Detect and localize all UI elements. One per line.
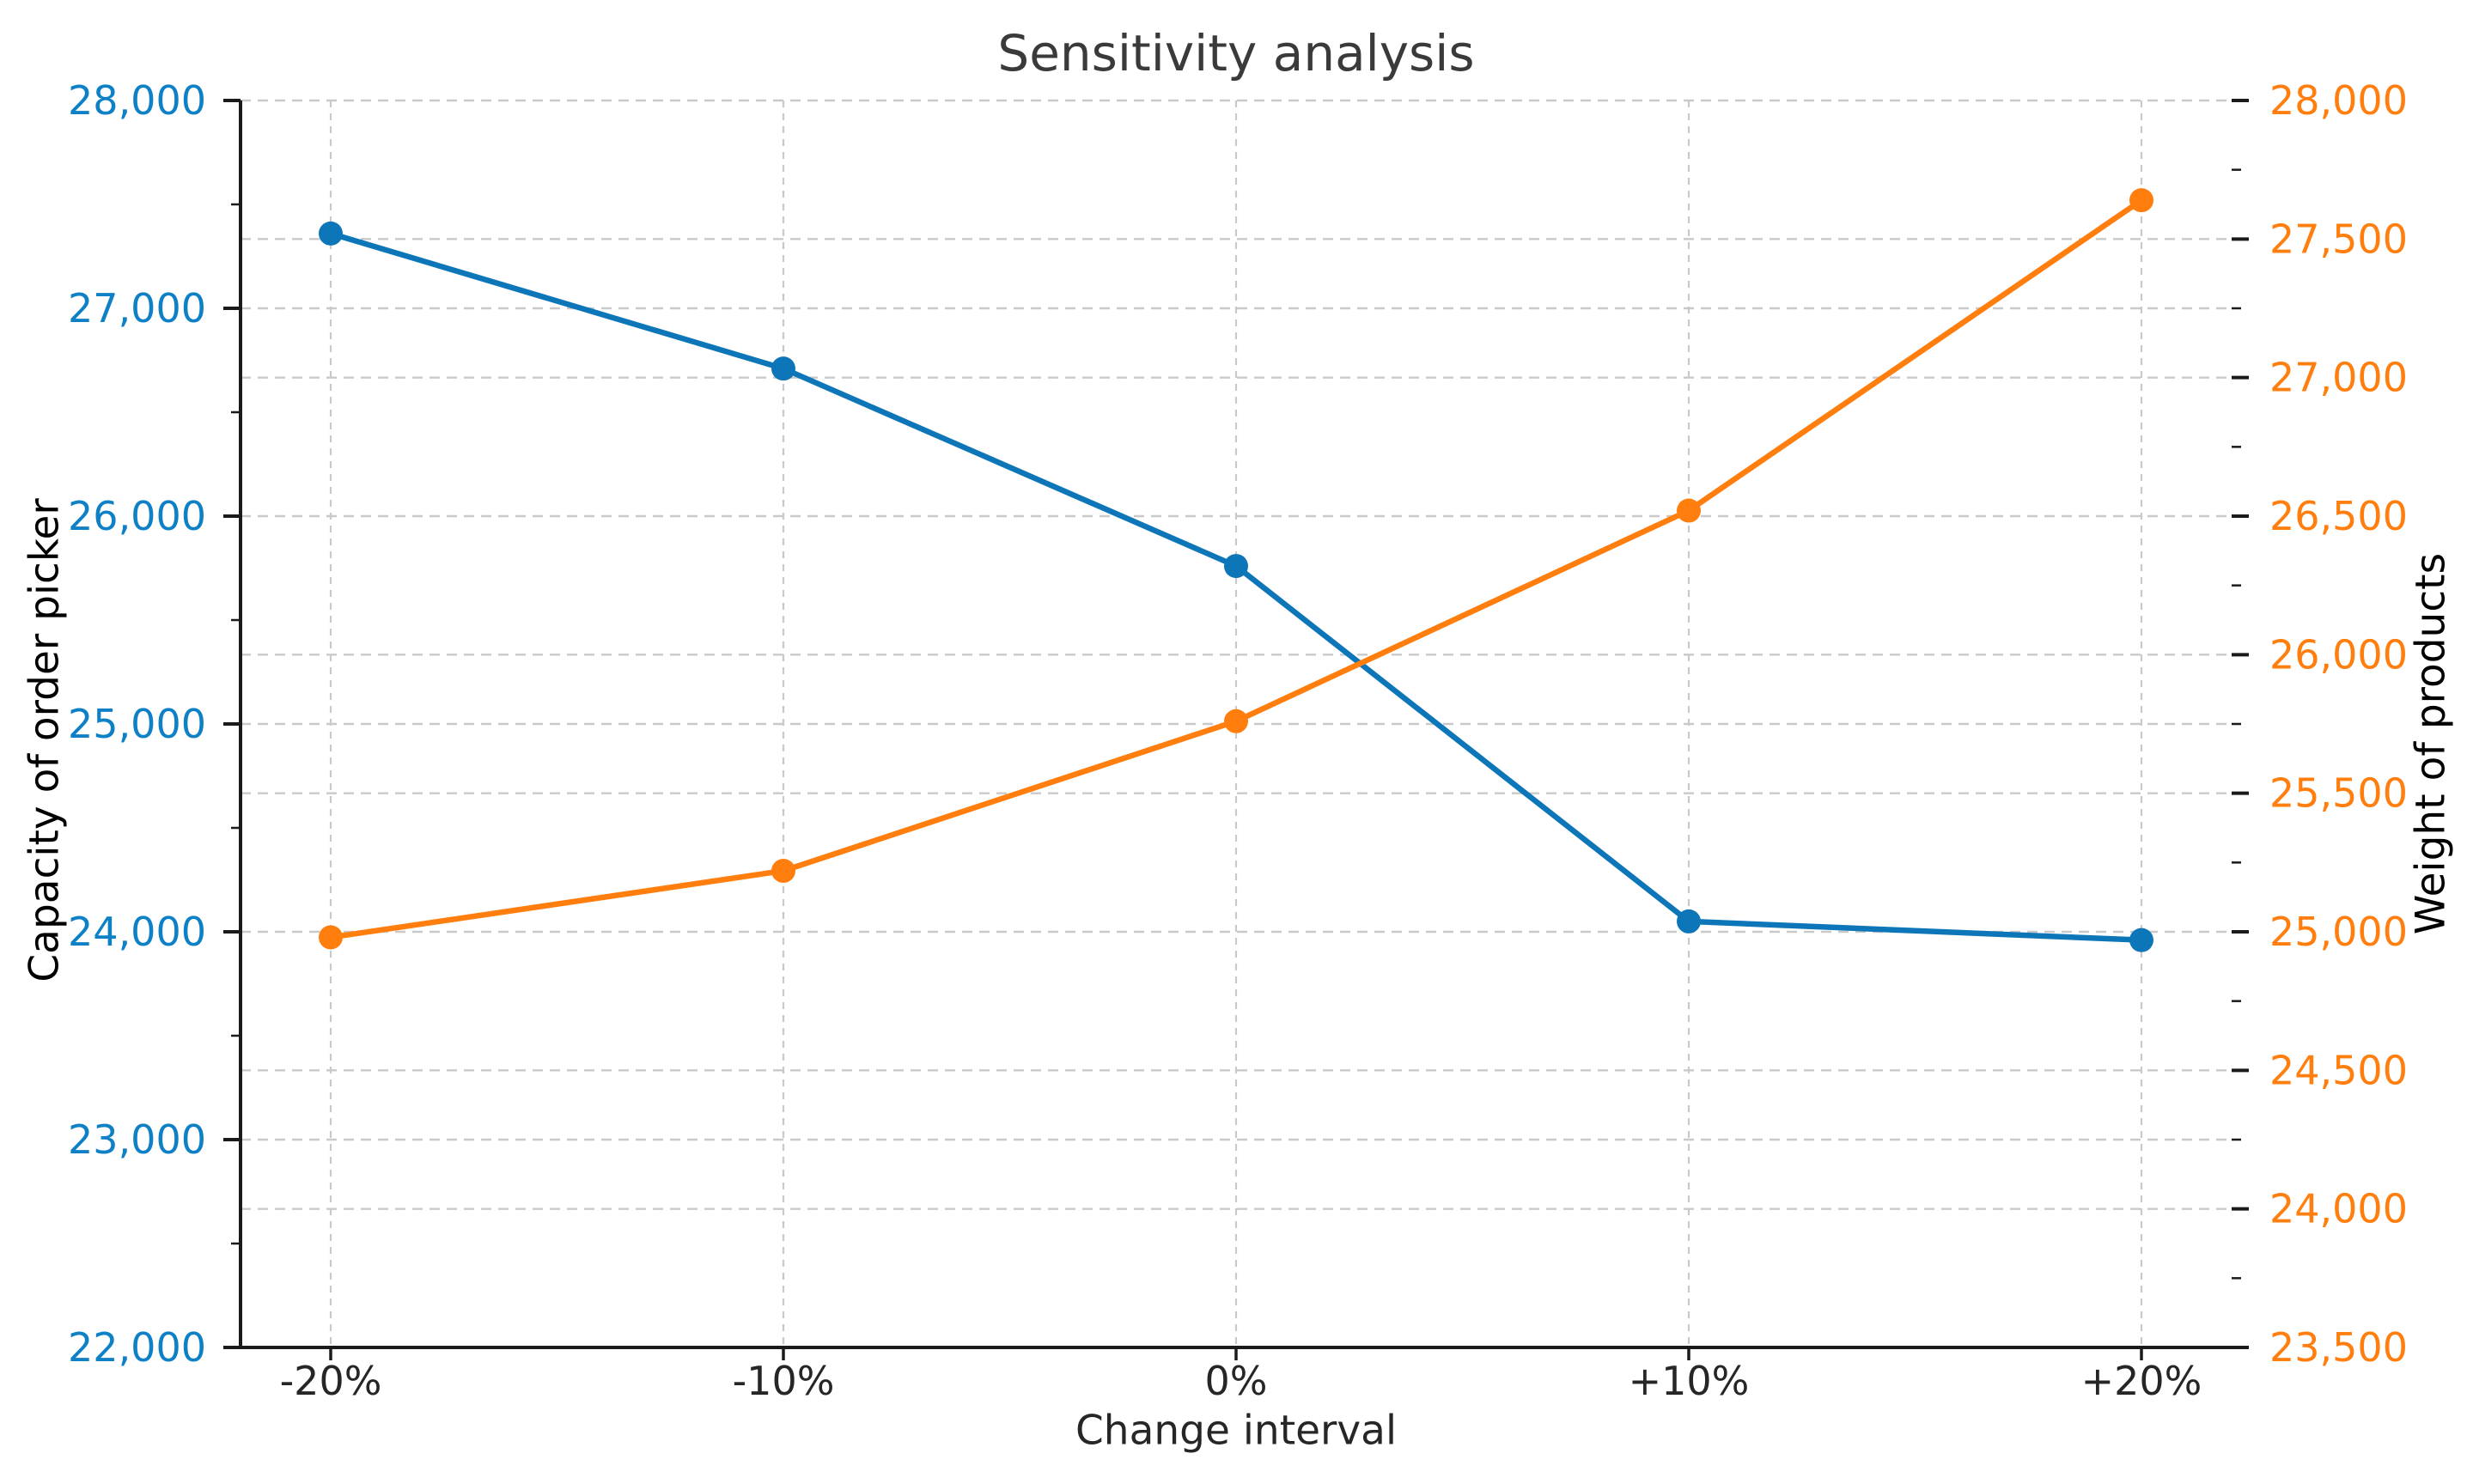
data-point-marker <box>771 859 795 884</box>
right-tick-label: 23,500 <box>2269 1324 2408 1371</box>
left-axis-tick-labels: 28,000 27,000 26,000 25,000 24,000 23,000 22,0… <box>68 77 206 1371</box>
data-point-marker <box>771 356 795 381</box>
x-tick-label: -10% <box>733 1358 835 1404</box>
axis-ticks <box>223 99 2249 1360</box>
right-axis-tick-labels: 28,000 27,500 27,000 26,500 26,000 25,500 25,0… <box>2269 77 2408 1371</box>
right-tick-label: 26,500 <box>2269 493 2408 539</box>
left-tick-label: 27,000 <box>68 285 206 331</box>
right-y-axis-label: Weight of products <box>2407 552 2455 935</box>
data-point-marker <box>1677 498 1701 523</box>
data-point-marker <box>2129 188 2153 213</box>
right-tick-label: 25,500 <box>2269 770 2408 817</box>
left-tick-label: 25,000 <box>68 701 206 747</box>
x-tick-label: 0% <box>1205 1358 1268 1404</box>
left-tick-label: 26,000 <box>68 493 206 539</box>
horizontal-gridlines <box>241 99 2232 1210</box>
data-point-marker <box>319 925 343 950</box>
left-tick-label: 22,000 <box>68 1324 206 1371</box>
right-tick-label: 24,000 <box>2269 1186 2408 1232</box>
data-point-marker <box>319 221 343 246</box>
left-tick-label: 23,000 <box>68 1116 206 1163</box>
right-tick-label: 27,000 <box>2269 355 2408 401</box>
data-point-marker <box>2129 928 2153 952</box>
x-axis-label: Change interval <box>1075 1407 1398 1455</box>
x-tick-label: +10% <box>1629 1358 1750 1404</box>
right-tick-label: 26,000 <box>2269 631 2408 678</box>
left-tick-label: 28,000 <box>68 77 206 124</box>
data-point-marker <box>1224 554 1248 579</box>
chart-title: Sensitivity analysis <box>997 24 1475 82</box>
x-tick-label: +20% <box>2081 1358 2202 1404</box>
series-left <box>319 221 2153 952</box>
series-line <box>330 230 2142 943</box>
right-tick-label: 27,500 <box>2269 216 2408 262</box>
data-point-marker <box>1677 909 1701 934</box>
left-y-axis-label: Capacity of order picker <box>21 498 69 982</box>
left-tick-label: 24,000 <box>68 909 206 955</box>
right-tick-label: 28,000 <box>2269 77 2408 124</box>
x-tick-label: -20% <box>280 1358 382 1404</box>
right-tick-label: 24,500 <box>2269 1047 2408 1093</box>
series-right <box>319 188 2153 950</box>
x-axis-tick-labels: -20% -10% 0% +10% +20% <box>280 1358 2202 1404</box>
data-point-marker <box>1224 709 1248 733</box>
right-tick-label: 25,000 <box>2269 909 2408 955</box>
